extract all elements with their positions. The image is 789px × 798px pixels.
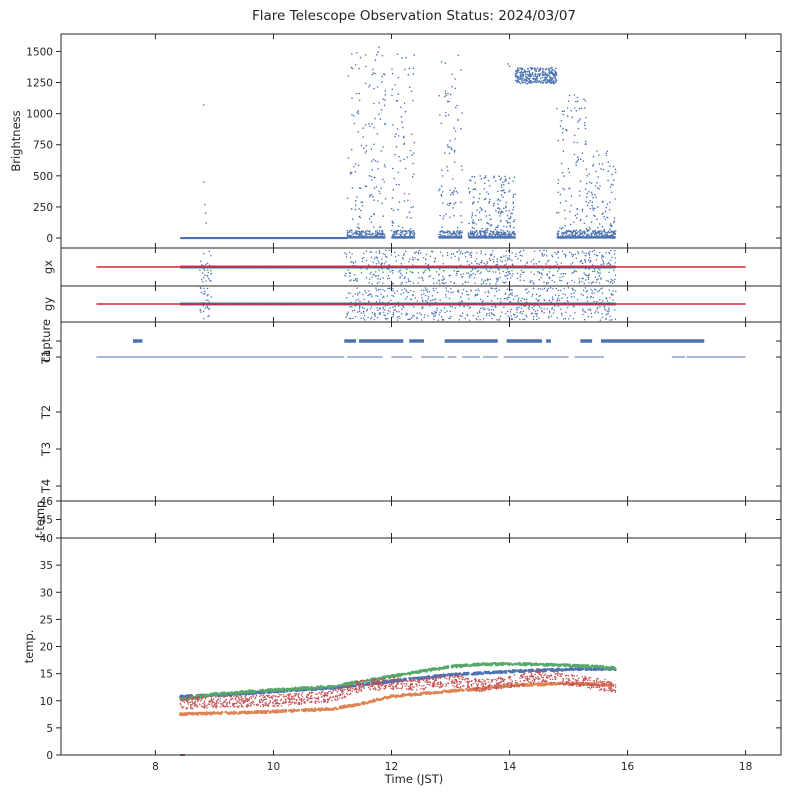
y-axis-label: Brightness <box>9 110 23 171</box>
y-tick-label: 500 <box>33 171 53 183</box>
y-tick-label: 20 <box>40 642 53 654</box>
panel-frame <box>60 500 782 539</box>
y-tick-label: 46 <box>40 496 54 508</box>
panel-frame <box>60 33 782 249</box>
y-tick-label: 30 <box>40 587 53 599</box>
panel-temp: 0 5 10 15 20 25 30 35 40 temp. <box>22 533 782 762</box>
brightness-points <box>203 46 617 239</box>
x-axis-label: Time (JST) <box>384 772 444 786</box>
panel-ftemp: 45 46f-temp <box>33 496 782 539</box>
y-tick-label: 5 <box>46 723 53 735</box>
x-tick-label: 16 <box>621 761 635 773</box>
x-tick-label: 10 <box>267 761 280 773</box>
figure-title: Flare Telescope Observation Status: 2024… <box>252 8 576 24</box>
y-axis-label: temp. <box>22 630 36 664</box>
status-row-label: T1 <box>39 350 53 365</box>
panel-gx: gx <box>41 247 782 287</box>
panel-gy: gy <box>41 285 782 323</box>
x-tick-label: 12 <box>385 761 398 773</box>
panel-frame <box>60 537 782 756</box>
y-axis-label: gy <box>41 297 55 311</box>
x-tick-label: 14 <box>503 761 517 773</box>
x-tick-label: 8 <box>152 761 159 773</box>
y-tick-label: 1000 <box>26 109 53 121</box>
y-tick-label: 10 <box>40 696 53 708</box>
y-tick-label: 25 <box>40 614 53 626</box>
y-axis-label: f-temp <box>33 501 47 539</box>
status-row-label: T4 <box>39 479 53 494</box>
y-axis-label: gx <box>41 260 55 274</box>
x-tick-label: 18 <box>739 761 752 773</box>
y-tick-label: 45 <box>40 515 53 527</box>
y-tick-label: 750 <box>33 140 53 152</box>
temp-series-3-points <box>179 670 617 710</box>
y-tick-label: 15 <box>40 669 53 681</box>
y-tick-label: 0 <box>46 750 53 762</box>
chart-panels: 0250500750100012501500Brightnessgxgycapt… <box>9 33 782 773</box>
y-tick-label: 1250 <box>26 78 53 90</box>
status-row-label: T2 <box>39 405 53 420</box>
y-tick-label: 40 <box>40 533 53 545</box>
status-row-label: capture <box>39 319 53 363</box>
y-tick-label: 1500 <box>26 46 53 58</box>
y-tick-label: 0 <box>46 233 53 245</box>
status-row-label: T3 <box>39 442 53 457</box>
y-tick-label: 250 <box>33 202 53 214</box>
temp-series-2-points <box>179 661 617 702</box>
y-tick-label: 35 <box>40 560 53 572</box>
panel-frame <box>60 321 782 502</box>
panel-brightness: 0 250 500 750 1000 1250 1500 Brightness <box>9 33 782 249</box>
